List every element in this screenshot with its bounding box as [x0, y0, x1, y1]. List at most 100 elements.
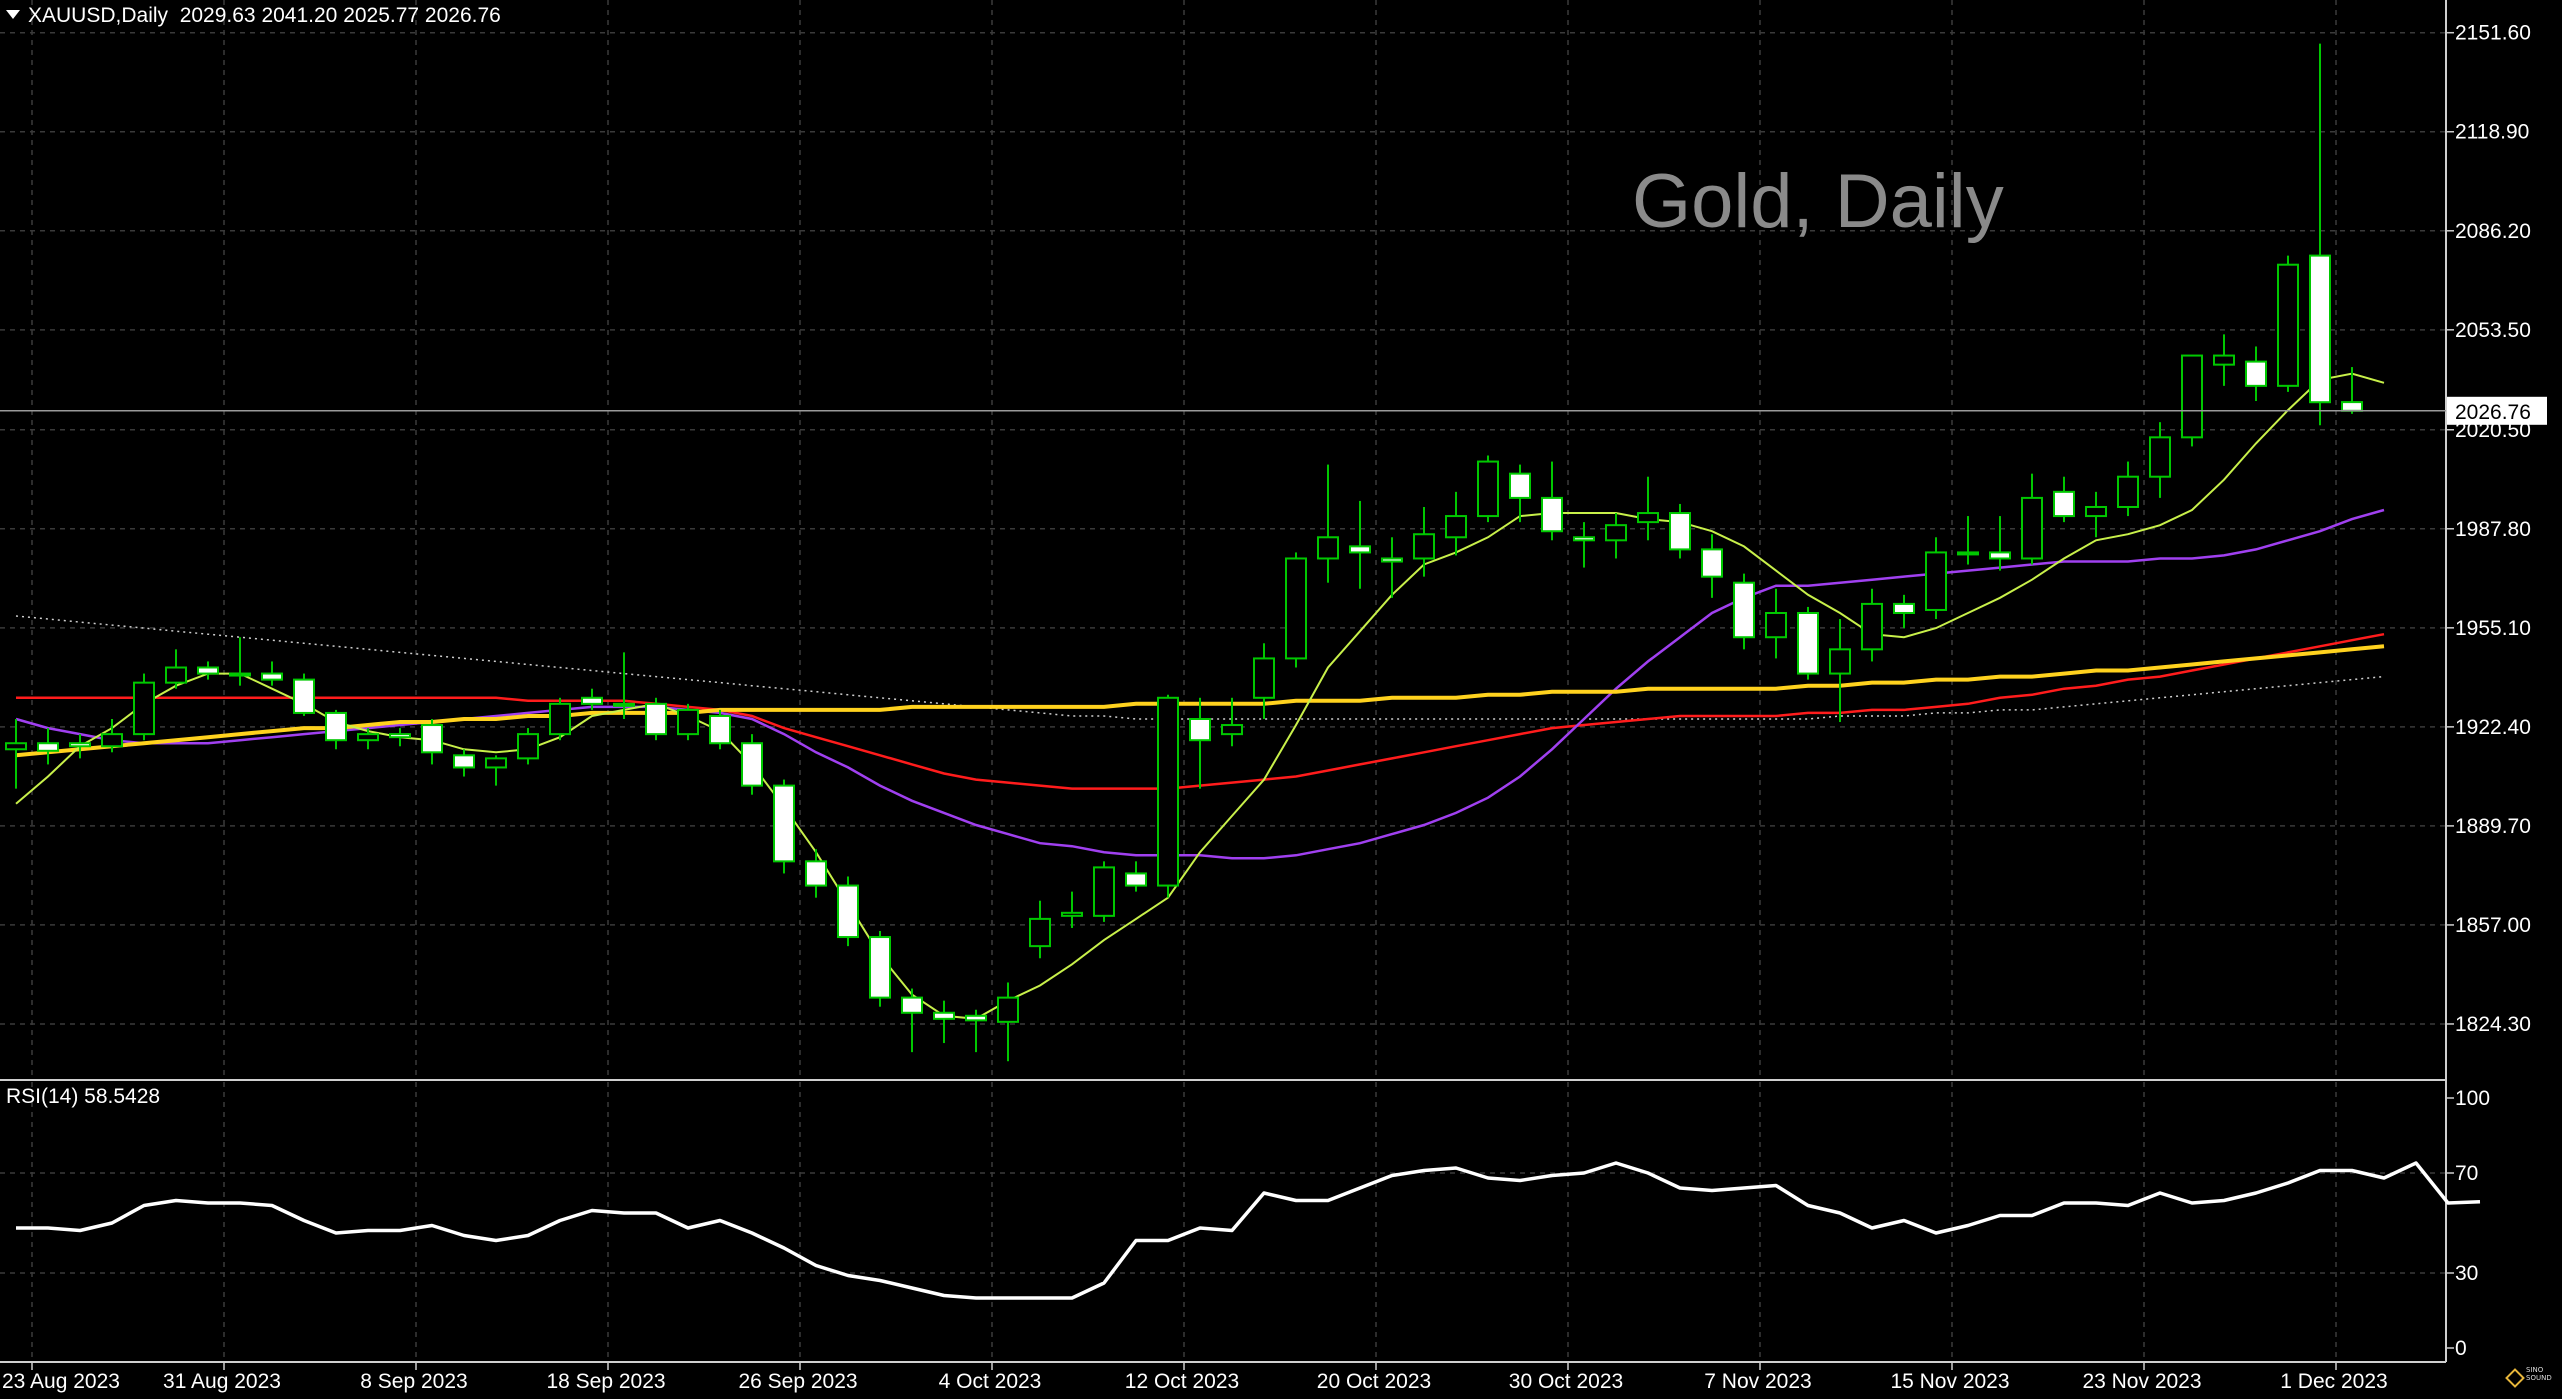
candle-bear: [741, 742, 763, 787]
candle-bear: [2053, 490, 2075, 518]
time-tick-label: 30 Oct 2023: [1509, 1370, 1623, 1393]
candle-bear: [837, 884, 859, 939]
rsi-indicator-label[interactable]: RSI(14) 58.5428: [6, 1085, 161, 1108]
rsi-tick-label: 0: [2455, 1337, 2467, 1360]
candle-bear: [421, 724, 443, 754]
candle-bull: [1029, 917, 1051, 948]
rsi-tick-label: 30: [2455, 1262, 2478, 1285]
candle-bear: [1733, 581, 1755, 639]
candle-bear: [1189, 717, 1211, 742]
candle-bull: [1765, 611, 1787, 639]
candle-bear: [1797, 611, 1819, 675]
candle-bear: [581, 696, 603, 705]
candle-bear: [645, 702, 667, 736]
candle-bull: [5, 742, 27, 751]
candle-bull: [2277, 263, 2299, 387]
candle-bear: [901, 996, 923, 1014]
candle-bear: [1989, 551, 2011, 560]
time-tick-label: 4 Oct 2023: [939, 1370, 1042, 1393]
candle-bull: [677, 708, 699, 736]
candle-bull: [133, 681, 155, 736]
candle-bull: [517, 733, 539, 760]
price-grid: [0, 0, 2446, 1080]
price-tick-label: 2086.20: [2455, 220, 2531, 243]
ma-fast-line: [15, 372, 2385, 1020]
candle-bull: [1637, 512, 1659, 524]
rsi-axis-labels: 100 70 30 0: [2446, 1087, 2490, 1360]
candle-bear: [1541, 496, 1563, 533]
price-tick-label: 1824.30: [2455, 1013, 2531, 1036]
price-tick-label: 2151.60: [2455, 22, 2531, 45]
time-tick-label: 1 Dec 2023: [2280, 1370, 2387, 1393]
candlestick-series: [5, 43, 2363, 1062]
candle-bear: [1573, 536, 1595, 542]
candle-bull: [1317, 536, 1339, 560]
time-tick-label: 12 Oct 2023: [1125, 1370, 1239, 1393]
candle-bear: [773, 784, 795, 863]
candle-bear: [2245, 360, 2267, 387]
candle-bull: [1093, 866, 1115, 917]
candle-bear: [1125, 872, 1147, 887]
candle-bull: [101, 733, 123, 748]
rsi-tick-label: 70: [2455, 1162, 2478, 1185]
candle-bear: [933, 1011, 955, 1020]
logo-text: SINO SOUND: [2526, 1366, 2552, 1382]
symbol-header[interactable]: XAUUSD,Daily 2029.63 2041.20 2025.77 202…: [6, 4, 501, 28]
time-tick-label: 15 Nov 2023: [1890, 1370, 2009, 1393]
ohlc-values: 2029.63 2041.20 2025.77 2026.76: [179, 4, 501, 27]
axes-frame: [0, 0, 2447, 1363]
candle-bear: [869, 936, 891, 999]
price-tick-label: 2053.50: [2455, 319, 2531, 342]
candle-bull: [1477, 460, 1499, 518]
rsi-line: [16, 1161, 2481, 1300]
price-tick-label: 1889.70: [2455, 815, 2531, 838]
candle-bull: [1861, 602, 1883, 651]
rsi-series: [16, 1161, 2481, 1300]
candle-bull: [2117, 475, 2139, 508]
moving-averages: [15, 372, 2385, 1020]
time-tick-label: 18 Sep 2023: [546, 1370, 665, 1393]
candle-bull: [485, 757, 507, 769]
candle-bull: [1957, 551, 1979, 556]
candle-bear: [389, 733, 411, 739]
candle-bear: [1509, 472, 1531, 499]
candle-bear: [965, 1014, 987, 1022]
last-price-label: 2026.76: [2455, 401, 2531, 424]
candle-bull: [1253, 657, 1275, 699]
candle-bull: [357, 733, 379, 742]
candle-bull: [2149, 436, 2171, 478]
time-axis-labels: 23 Aug 2023 31 Aug 2023 8 Sep 2023 18 Sep 2…: [2, 1362, 2388, 1393]
candle-bull: [2213, 354, 2235, 366]
candle-bear: [2341, 401, 2363, 412]
candle-bear: [453, 754, 475, 769]
candle-bull: [1445, 515, 1467, 539]
candle-bull: [2181, 354, 2203, 439]
time-tick-label: 23 Nov 2023: [2082, 1370, 2201, 1393]
price-tick-label: 2118.90: [2455, 121, 2529, 144]
dropdown-triangle-icon[interactable]: [6, 9, 20, 19]
candle-bull: [1605, 524, 1627, 542]
last-price-box: [2447, 396, 2547, 425]
ma-purple-line: [15, 508, 2385, 860]
candle-bear: [1381, 557, 1403, 563]
candle-bear: [805, 860, 827, 887]
candle-bull: [1925, 551, 1947, 611]
rsi-tick-label: 100: [2455, 1087, 2490, 1110]
price-tick-label: 1857.00: [2455, 914, 2531, 937]
chart-watermark: Gold, Daily: [1632, 159, 2004, 244]
time-tick-label: 7 Nov 2023: [1704, 1370, 1811, 1393]
last-price-marker: 2026.76: [0, 396, 2547, 425]
time-tick-label: 23 Aug 2023: [2, 1370, 120, 1393]
time-tick-label: 26 Sep 2023: [738, 1370, 857, 1393]
time-tick-label: 8 Sep 2023: [360, 1370, 467, 1393]
rsi-grid: [0, 1082, 2446, 1362]
candle-bear: [2309, 254, 2331, 404]
price-axis-labels: 2151.602118.902086.202053.502020.501987.…: [2446, 22, 2531, 1036]
candle-bull: [1061, 911, 1083, 917]
candle-bull: [1221, 724, 1243, 736]
candle-bull: [1413, 533, 1435, 560]
candle-bull: [2021, 496, 2043, 560]
candle-bull: [229, 672, 251, 677]
candle-bull: [165, 666, 187, 684]
